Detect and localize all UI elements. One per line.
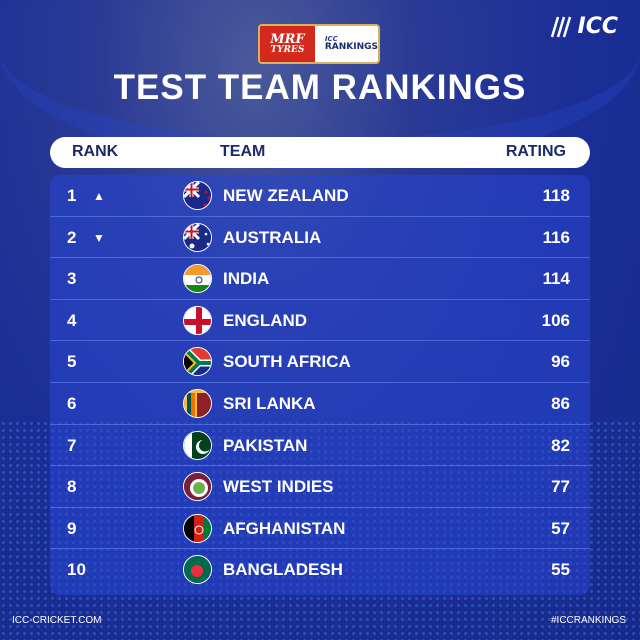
table-row: 2 ▼ AUSTRALIA 116: [50, 217, 590, 259]
team-name: AFGHANISTAN: [223, 518, 346, 538]
team-name: WEST INDIES: [223, 477, 334, 497]
rating-value: 116: [542, 227, 570, 247]
rank-value: 5: [67, 352, 77, 372]
team-name: INDIA: [223, 269, 270, 289]
rank-value: 7: [67, 435, 77, 455]
table-row: 9 AFGHANISTAN 57: [50, 508, 590, 550]
table-row: 8 WEST INDIES 77: [50, 466, 590, 508]
rating-value: 118: [542, 186, 570, 205]
rating-value: 57: [551, 518, 570, 538]
rating-value: 96: [551, 352, 570, 372]
flag-wi-icon: [183, 472, 212, 502]
rank-value: 6: [67, 394, 77, 413]
team-name: BANGLADESH: [223, 560, 343, 580]
table-row: 6 SRI LANKA 86: [50, 383, 590, 425]
footer-hashtag: #ICCRANKINGS: [550, 615, 626, 626]
footer-website: ICC-CRICKET.COM: [12, 615, 102, 626]
arrow-up-icon: ▲: [93, 189, 105, 203]
table-row: 10 BANGLADESH 55: [50, 549, 590, 591]
flag-nz-icon: [183, 181, 212, 210]
team-name: SOUTH AFRICA: [223, 352, 351, 372]
table-header: RANK TEAM RATING: [50, 137, 590, 168]
flag-au-icon: [183, 222, 212, 252]
team-name: ENGLAND: [223, 310, 308, 330]
rank-value: 9: [67, 518, 77, 538]
rating-value: 77: [551, 477, 570, 497]
table-row: 7 PAKISTAN 82: [50, 425, 590, 467]
rank-value: 2: [67, 227, 77, 247]
rating-value: 106: [541, 310, 570, 330]
rating-value: 55: [551, 560, 570, 580]
rating-value: 86: [551, 394, 570, 413]
rankings-small: ICC: [324, 34, 338, 43]
sponsor-top: MRF: [270, 32, 305, 47]
rank-value: 8: [67, 477, 77, 497]
flag-en-icon: [183, 305, 212, 335]
col-rank: RANK: [72, 143, 119, 160]
rankings-big: RANKINGS: [324, 41, 378, 52]
flag-lk-icon: [183, 389, 212, 418]
table-row: 3 INDIA 114: [50, 258, 590, 300]
team-name: PAKISTAN: [223, 435, 308, 455]
flag-pk-icon: [183, 430, 212, 460]
rating-value: 82: [551, 435, 570, 455]
rank-value: 3: [67, 269, 77, 289]
sponsor-bottom: TYRES: [270, 45, 305, 55]
team-name: AUSTRALIA: [223, 227, 322, 247]
team-name: SRI LANKA: [223, 394, 316, 413]
flag-af-icon: [183, 513, 212, 543]
rank-value: 4: [67, 310, 77, 330]
table-row: 5 SOUTH AFRICA 96: [50, 341, 590, 383]
arrow-down-icon: ▼: [93, 230, 105, 245]
mrf-rankings-logo: MRF TYRES ICC RANKINGS: [258, 24, 380, 64]
icc-emblem-icon: [550, 16, 571, 37]
flag-in-icon: [183, 264, 212, 294]
rankings-table: 1 ▲ NEW ZEALAND 118 2 ▼ AUSTRALIA 116 3 IN…: [50, 175, 590, 595]
brand-name: ICC: [577, 14, 618, 39]
col-team: TEAM: [220, 143, 266, 160]
rank-value: 10: [67, 560, 86, 580]
flag-za-icon: [183, 347, 212, 377]
page-title: TEST TEAM RANKINGS: [113, 68, 527, 107]
rating-value: 114: [542, 269, 570, 289]
team-name: NEW ZEALAND: [223, 186, 349, 205]
icc-logo: ICC: [548, 14, 618, 39]
col-rating: RATING: [505, 143, 566, 160]
flag-bd-icon: [183, 555, 212, 585]
table-row: 1 ▲ NEW ZEALAND 118: [50, 175, 590, 217]
rank-value: 1: [67, 186, 77, 205]
table-row: 4 ENGLAND 106: [50, 300, 590, 342]
